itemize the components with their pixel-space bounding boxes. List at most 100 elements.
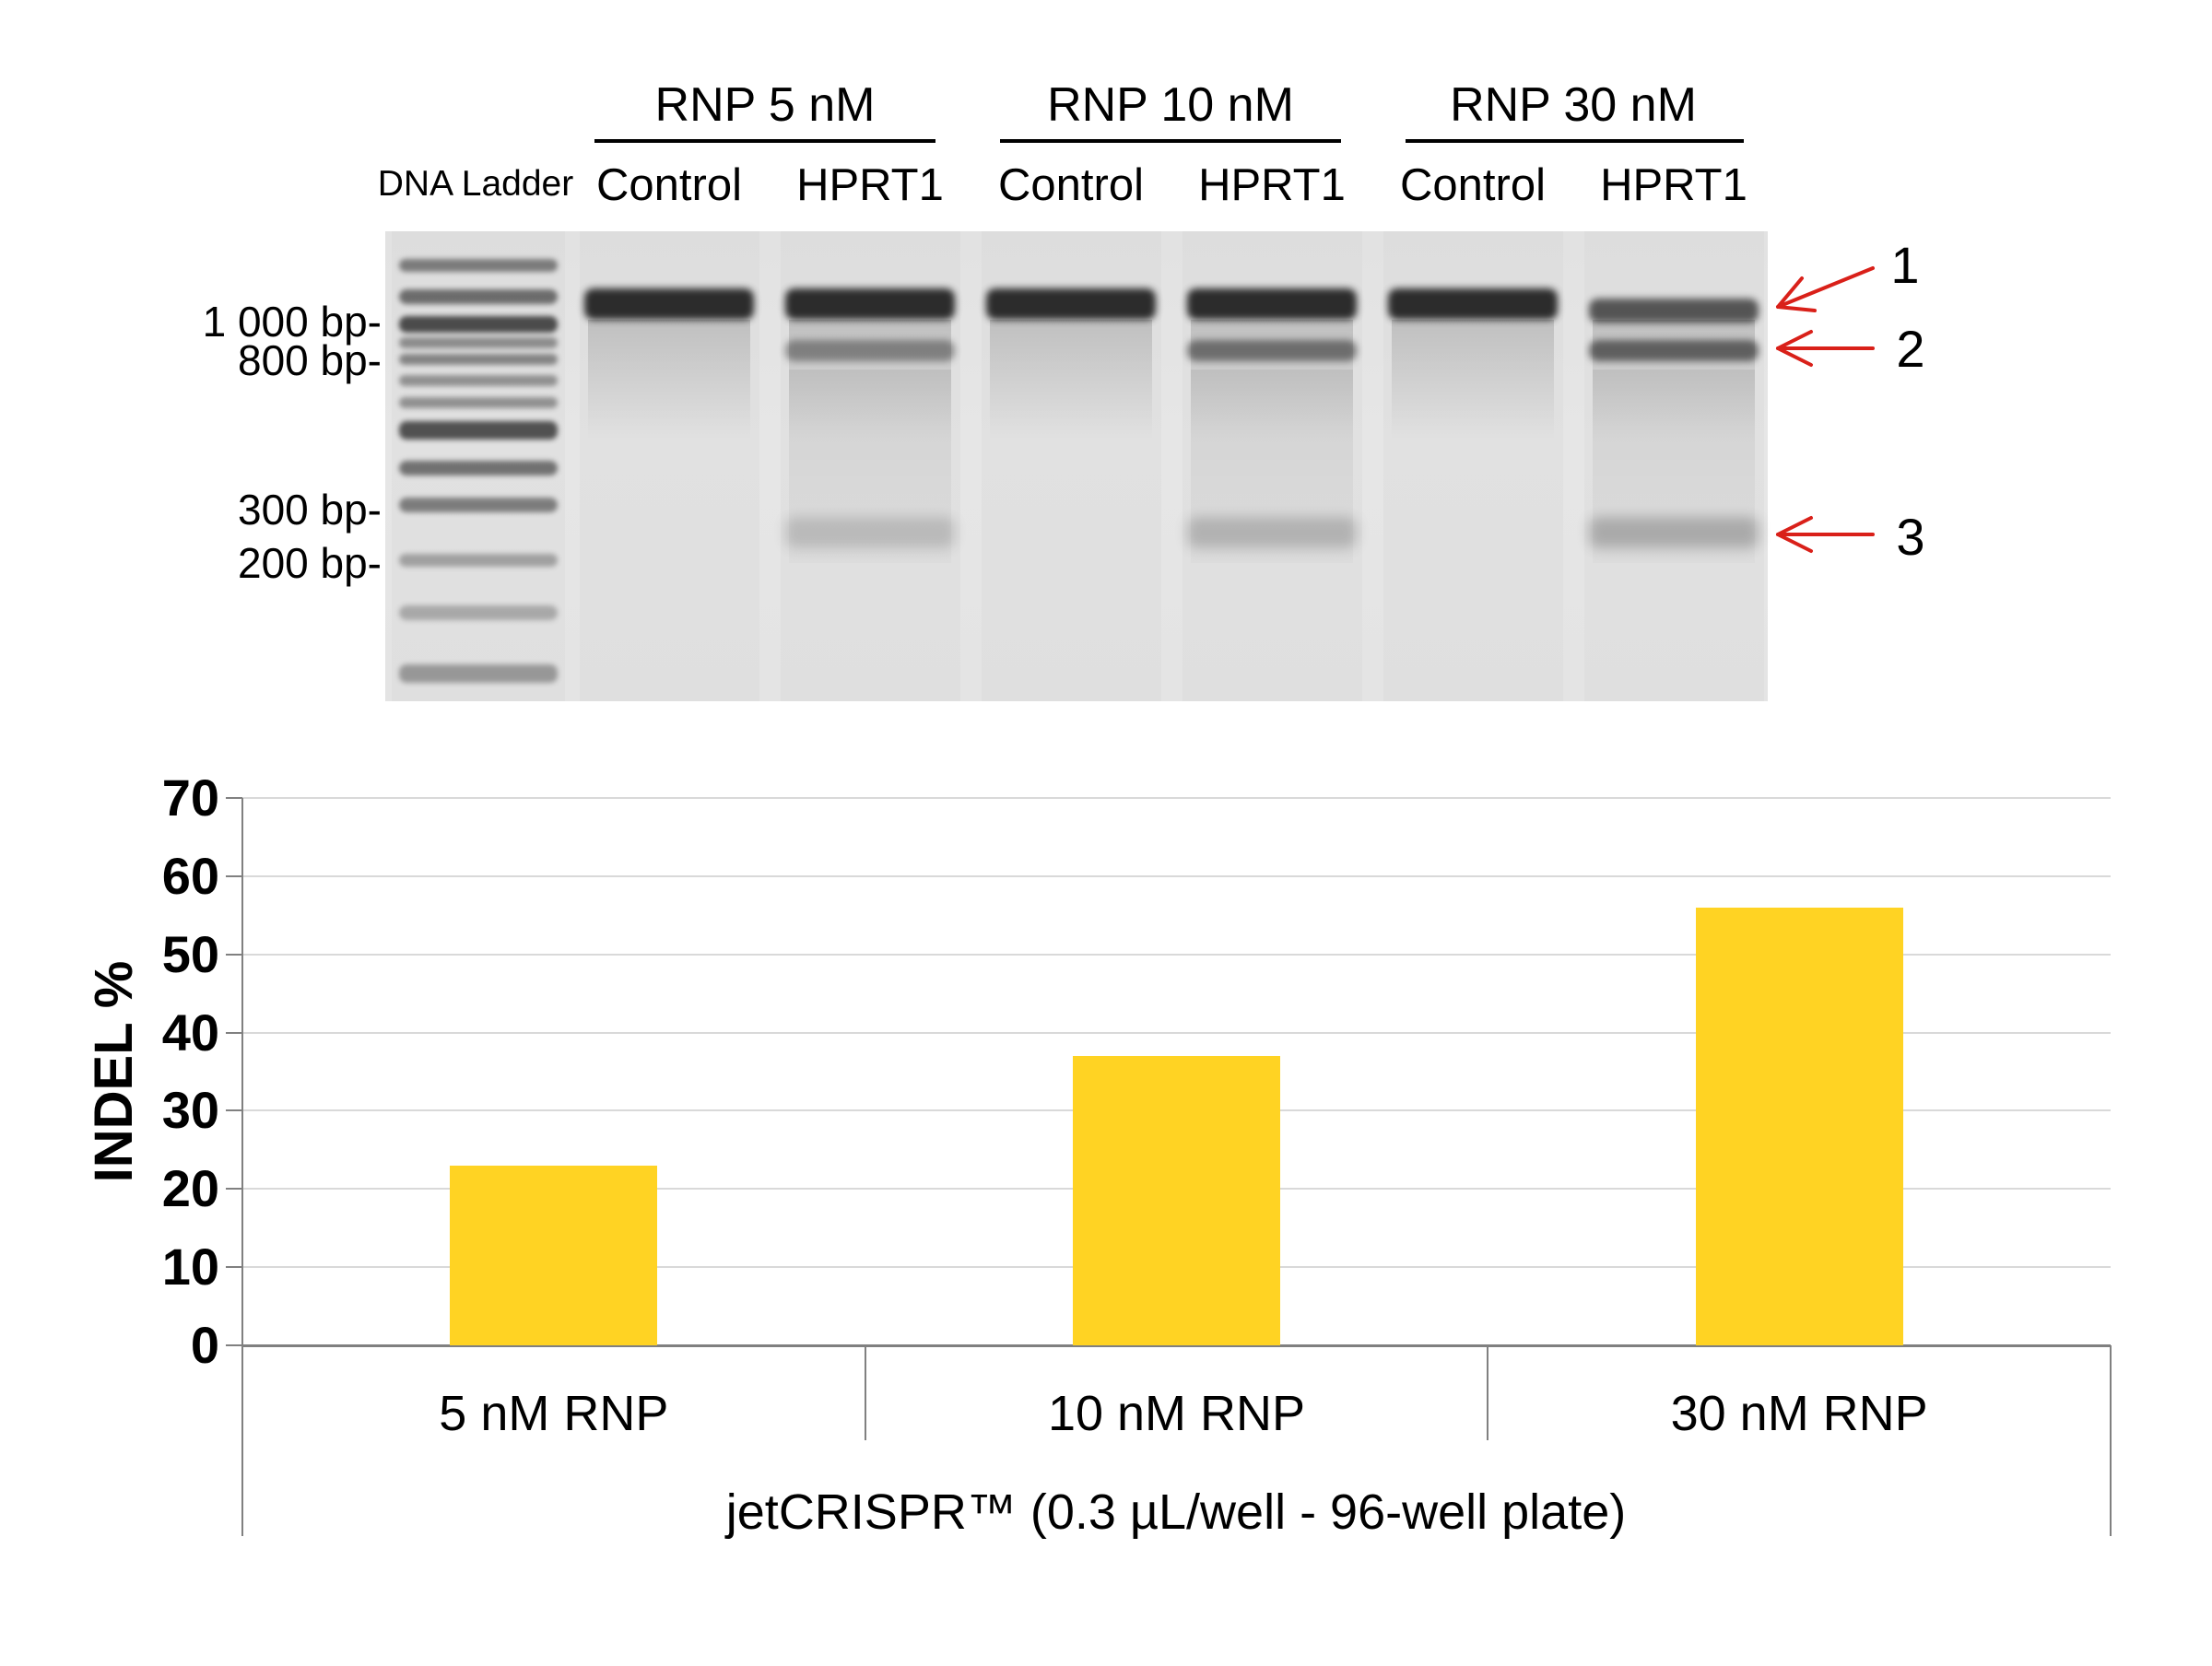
group-underline <box>594 139 935 143</box>
x-axis-title: jetCRISPR™ (0.3 µL/well - 96-well plate) <box>725 1484 1627 1540</box>
bp-marker-800: 800 bp- <box>237 336 382 384</box>
y-tick-0 <box>226 1344 242 1346</box>
y-tick-20 <box>226 1188 242 1191</box>
band-annotation-1: 1 <box>1890 236 1920 294</box>
arrow-3-head <box>1776 516 1813 553</box>
bp-marker-300: 300 bp- <box>237 486 382 534</box>
ladder-band <box>398 354 559 365</box>
gel-group-header-label: RNP 30 nM <box>1450 78 1697 132</box>
gel-smear <box>1593 320 1755 440</box>
y-tick-label-10: 10 <box>161 1238 219 1296</box>
gel-smear <box>990 320 1152 440</box>
ladder-band <box>398 554 559 567</box>
ladder-band <box>398 421 559 440</box>
gel-group-header-5nM: RNP 5 nM <box>581 77 949 133</box>
lane-label-hprt1: HPRT1 <box>1600 160 1747 210</box>
gel-lane-hprt1-5 <box>1584 231 1764 701</box>
category-label-1: 10 nM RNP <box>1047 1386 1306 1441</box>
y-tick-label-70: 70 <box>161 768 219 827</box>
x-axis-line <box>242 1344 2111 1347</box>
gel-band-cleaved-small <box>1187 517 1357 548</box>
gel-smear <box>1392 320 1554 440</box>
y-axis-line <box>241 798 243 1345</box>
y-tick-label-0: 0 <box>190 1316 219 1374</box>
y-tick-label-60: 60 <box>161 846 219 905</box>
band-annotation-2: 2 <box>1896 320 1925 378</box>
gel-band-cleaved-small <box>1589 517 1759 548</box>
category-label-2: 30 nM RNP <box>1670 1386 1928 1441</box>
ladder-label: DNA Ladder <box>377 164 574 204</box>
category-separator-1 <box>864 1345 866 1440</box>
gel-lane-ladder <box>392 231 565 701</box>
gel-lane-hprt1-3 <box>1182 231 1362 701</box>
band-annotation-3: 3 <box>1896 508 1925 566</box>
lane-label-control: Control <box>1400 160 1546 210</box>
category-separator-2 <box>1487 1345 1489 1440</box>
gel-band-uncut <box>1388 288 1558 320</box>
gel-band-uncut <box>584 288 754 320</box>
gel-smear <box>1593 370 1755 563</box>
gel-group-header-10nM: RNP 10 nM <box>986 77 1355 133</box>
ladder-band <box>398 397 559 408</box>
gel-band-cleaved-small <box>785 517 955 548</box>
y-tick-label-20: 20 <box>161 1159 219 1218</box>
gridline-70 <box>242 797 2111 799</box>
ladder-band <box>398 316 559 333</box>
gel-lane-control-0 <box>580 231 759 701</box>
bar-5-nm-rnp <box>450 1165 658 1345</box>
gel-smear <box>1191 320 1353 440</box>
bar-10-nm-rnp <box>1073 1056 1280 1345</box>
group-underline <box>1000 139 1341 143</box>
gel-smear <box>789 370 951 563</box>
gel-image <box>385 231 1768 701</box>
y-tick-50 <box>226 953 242 956</box>
y-tick-30 <box>226 1109 242 1112</box>
lane-label-control: Control <box>998 160 1144 210</box>
bp-marker-1000: 1 000 bp- <box>202 298 382 346</box>
lane-label-hprt1: HPRT1 <box>1198 160 1346 210</box>
gridline-60 <box>242 874 2111 877</box>
category-frame-right <box>2110 1345 2112 1536</box>
y-tick-label-50: 50 <box>161 924 219 983</box>
category-frame-left <box>241 1345 243 1536</box>
y-tick-10 <box>226 1266 242 1269</box>
arrow-1 <box>1776 266 1875 309</box>
gel-band-uncut <box>986 288 1156 320</box>
ladder-band <box>398 375 559 386</box>
group-underline <box>1406 139 1744 143</box>
ladder-band <box>398 461 559 475</box>
gel-lane-control-4 <box>1383 231 1563 701</box>
lane-label-hprt1: HPRT1 <box>796 160 944 210</box>
gel-group-header-label: RNP 10 nM <box>1047 78 1294 132</box>
gel-band-cleaved-large <box>785 340 955 361</box>
gel-lane-control-2 <box>982 231 1161 701</box>
bp-marker-200: 200 bp- <box>237 539 382 587</box>
gel-smear <box>789 320 951 440</box>
ladder-band <box>398 498 559 512</box>
ladder-band <box>398 289 559 304</box>
gel-band-uncut <box>1187 288 1357 320</box>
gridline-50 <box>242 953 2111 956</box>
category-label-0: 5 nM RNP <box>439 1386 669 1441</box>
y-tick-label-30: 30 <box>161 1081 219 1140</box>
ladder-band <box>398 605 559 620</box>
gel-band-uncut <box>1589 299 1759 323</box>
y-tick-40 <box>226 1031 242 1034</box>
gel-band-uncut <box>785 288 955 320</box>
gel-smear <box>588 320 750 440</box>
gel-band-cleaved-large <box>1589 340 1759 361</box>
lane-label-control: Control <box>596 160 742 210</box>
gel-smear <box>1191 370 1353 563</box>
gel-group-header-30nM: RNP 30 nM <box>1389 77 1758 133</box>
bar-30-nm-rnp <box>1695 907 1903 1345</box>
y-tick-label-40: 40 <box>161 1003 219 1062</box>
ladder-band <box>398 259 559 272</box>
gel-band-cleaved-large <box>1187 340 1357 361</box>
arrow-1-head <box>1776 276 1817 312</box>
gel-group-header-label: RNP 5 nM <box>654 78 876 132</box>
gridline-40 <box>242 1031 2111 1034</box>
y-tick-70 <box>226 797 242 799</box>
annotation-arrows <box>1776 266 1875 553</box>
y-tick-60 <box>226 874 242 877</box>
